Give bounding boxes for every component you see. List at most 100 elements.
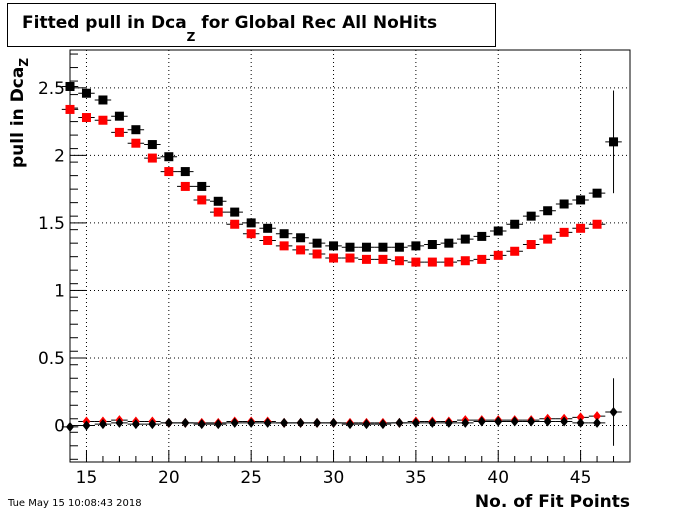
data-point <box>559 227 569 237</box>
data-point <box>279 229 289 239</box>
data-point <box>395 417 404 428</box>
x-axis-label: No. of Fit Points <box>474 492 630 512</box>
chart-title-box: Fitted pull in DcaZ for Global Rec All N… <box>7 3 496 47</box>
y-tick-label: 2 <box>54 146 65 166</box>
y-tick-label: 0.5 <box>38 349 65 369</box>
data-point <box>230 417 239 428</box>
data-point <box>444 238 454 248</box>
data-point <box>197 195 207 205</box>
data-point <box>411 417 420 428</box>
data-point <box>81 88 91 98</box>
data-point <box>98 419 107 430</box>
data-point <box>394 256 404 266</box>
data-point <box>543 416 552 427</box>
data-point <box>197 181 207 191</box>
data-point <box>592 219 602 229</box>
data-point <box>361 254 371 264</box>
data-point <box>378 419 387 430</box>
data-point <box>247 417 256 428</box>
data-point <box>461 417 470 428</box>
data-point <box>411 257 421 267</box>
data-point <box>378 242 388 252</box>
data-point <box>378 254 388 264</box>
data-point <box>592 188 602 198</box>
data-point <box>427 240 437 250</box>
data-point <box>593 411 602 422</box>
data-point <box>510 246 520 256</box>
data-point <box>510 416 519 427</box>
data-point <box>230 207 240 217</box>
x-tick-label: 20 <box>158 468 180 488</box>
data-point <box>346 419 354 430</box>
data-point <box>148 419 157 430</box>
data-point <box>411 241 421 251</box>
axes: 15 20 25 30 35 40 45 0 0.5 1 1.5 2 2.5 <box>38 49 631 488</box>
chart-title: Fitted pull in DcaZ for Global Rec All N… <box>22 13 438 44</box>
data-point <box>98 95 108 105</box>
data-point <box>444 417 453 428</box>
data-point <box>527 416 536 427</box>
data-point <box>313 417 322 428</box>
data-point <box>477 416 486 427</box>
series-1 <box>61 104 606 267</box>
chart-title-subscript: Z <box>186 30 196 44</box>
data-point <box>444 257 454 267</box>
data-point <box>576 417 585 428</box>
data-point <box>543 234 553 244</box>
data-point <box>98 115 108 125</box>
chart-title-rest: for Global Rec All NoHits <box>195 13 438 33</box>
data-point <box>543 206 553 216</box>
data-point <box>576 195 586 205</box>
data-point <box>493 226 503 236</box>
data-point <box>477 254 487 264</box>
y-tick-label: 2.5 <box>38 79 65 99</box>
data-point <box>246 229 256 239</box>
data-point <box>263 223 273 233</box>
data-point <box>296 417 305 428</box>
data-point <box>559 199 569 209</box>
y-axis-label: pull in DcaZ <box>8 57 31 168</box>
x-tick-label: 45 <box>570 468 592 488</box>
data-point <box>345 242 355 252</box>
data-point <box>214 419 223 430</box>
data-point <box>329 241 339 251</box>
data-point <box>213 196 223 206</box>
data-point <box>230 219 240 229</box>
data-point <box>147 140 157 150</box>
data-point <box>131 138 141 148</box>
data-point <box>246 218 256 228</box>
data-point <box>164 152 174 162</box>
data-point <box>296 245 306 255</box>
data-point <box>493 250 503 260</box>
data-point <box>526 211 536 221</box>
y-axis-label-subscript: Z <box>17 57 31 67</box>
x-tick-label: 15 <box>76 468 98 488</box>
data-point <box>609 407 618 418</box>
data-point <box>609 137 619 147</box>
data-point <box>361 242 371 252</box>
data-point <box>213 207 223 217</box>
data-point <box>180 167 190 177</box>
data-point <box>65 104 75 114</box>
data-point <box>164 417 173 428</box>
data-point <box>197 419 206 430</box>
data-point <box>362 419 371 430</box>
series-3 <box>61 378 622 446</box>
y-tick-label: 0 <box>54 417 65 437</box>
data-point <box>263 417 272 428</box>
y-tick-label: 1.5 <box>38 214 65 234</box>
data-point <box>477 231 487 241</box>
data-point <box>66 421 74 432</box>
data-point <box>82 420 91 431</box>
data-point <box>180 181 190 191</box>
data-point <box>296 233 306 243</box>
data-point <box>494 416 503 427</box>
data-point <box>560 416 569 427</box>
data-point <box>593 417 602 428</box>
data-point <box>263 235 273 245</box>
data-point <box>65 81 75 91</box>
data-point <box>131 419 140 430</box>
chart-title-main: Fitted pull in Dca <box>22 13 187 33</box>
data-point <box>147 153 157 163</box>
